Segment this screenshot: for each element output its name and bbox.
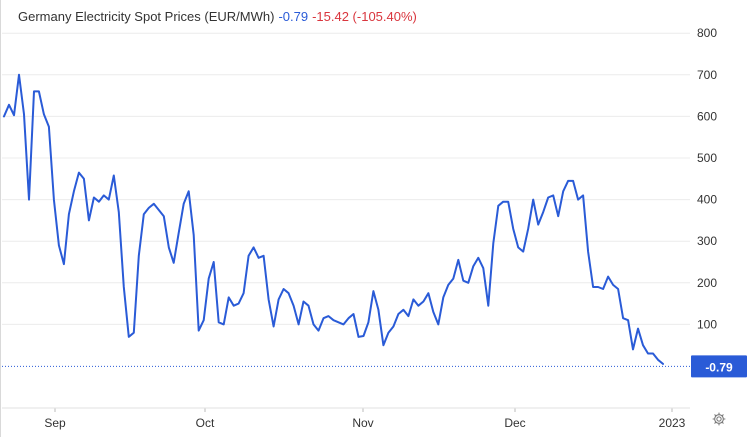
- x-axis: Sep Oct Nov Dec 2023: [2, 407, 690, 430]
- y-tick-label: 700: [697, 68, 717, 82]
- chart-header: Germany Electricity Spot Prices (EUR/MWh…: [18, 9, 417, 24]
- gear-icon[interactable]: [711, 411, 727, 427]
- x-tick-label: Oct: [196, 416, 215, 430]
- y-tick-label: 400: [697, 193, 717, 207]
- y-axis: 100 200 300 400 500 600 700 800: [697, 26, 717, 331]
- grid-lines: [2, 32, 690, 325]
- y-tick-label: 500: [697, 151, 717, 165]
- x-tick-label: Nov: [352, 416, 373, 430]
- y-tick-label: 600: [697, 109, 717, 123]
- price-tag: [691, 355, 747, 378]
- y-tick-label: 800: [697, 26, 717, 40]
- x-tick-label: Sep: [44, 416, 66, 430]
- last-value: -0.79: [278, 9, 309, 24]
- x-tick-label: Dec: [504, 416, 525, 430]
- y-tick-label: 100: [697, 317, 717, 331]
- x-tick-label: 2023: [659, 416, 686, 430]
- series-line[interactable]: [3, 73, 664, 365]
- chart-title: Germany Electricity Spot Prices (EUR/MWh…: [18, 9, 275, 24]
- price-change: -15.42 (-105.40%): [312, 9, 417, 24]
- y-tick-label: 300: [697, 234, 717, 248]
- y-tick-label: 200: [697, 276, 717, 290]
- price-tag-label: -0.79: [705, 360, 733, 374]
